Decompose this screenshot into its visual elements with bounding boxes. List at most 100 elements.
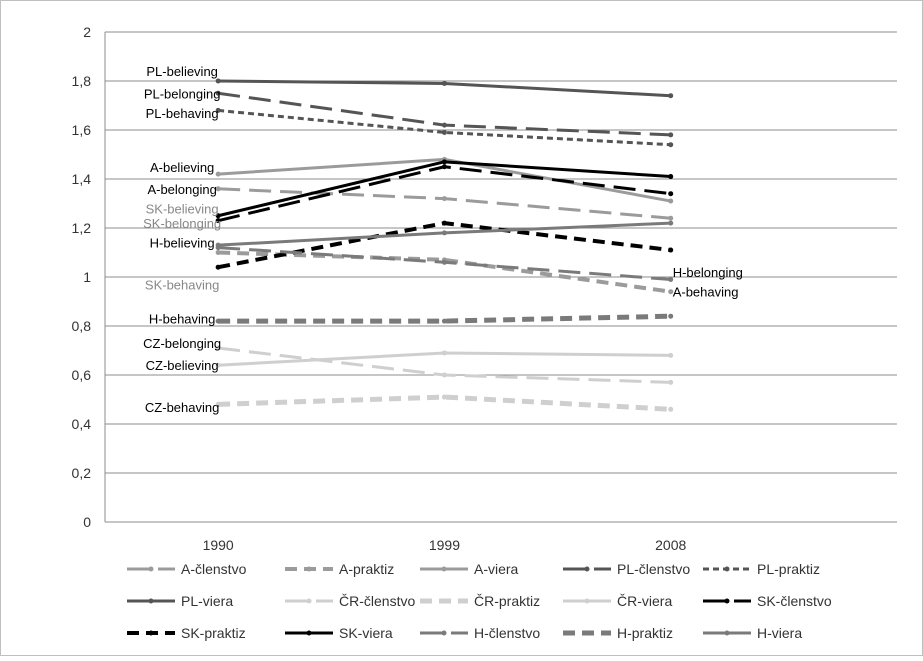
legend-marker (584, 566, 590, 572)
legend-item: ČR-praktiz (420, 593, 540, 609)
annotation-label: A-behaving (673, 285, 739, 300)
y-tick-label: 0,2 (72, 465, 92, 481)
legend-label: PL-praktiz (757, 561, 820, 577)
data-point (215, 264, 221, 270)
annotation-label: A-belonging (147, 182, 216, 197)
series-h-praktiz (215, 313, 674, 324)
data-point (668, 191, 674, 197)
data-point (441, 372, 447, 378)
y-tick-label: 1,2 (72, 220, 92, 236)
series-sk-členstvo (215, 164, 674, 224)
legend-label: PL-členstvo (617, 561, 690, 577)
data-point (215, 250, 221, 255)
annotation-label: CZ-belonging (143, 336, 221, 351)
series-sk-viera (215, 159, 674, 219)
legend-marker (306, 598, 312, 604)
x-tick-label: 1999 (429, 537, 460, 553)
legend-label: SK-praktiz (181, 625, 246, 641)
annotation-label: H-believing (150, 236, 215, 251)
data-point (215, 345, 221, 351)
data-point (441, 80, 447, 86)
legend-marker (724, 598, 730, 604)
legend-label: ČR-viera (617, 593, 672, 609)
data-point (668, 276, 674, 282)
y-tick-label: 0 (83, 514, 91, 530)
legend-item: A-viera (420, 561, 519, 577)
legend-item: H-praktiz (563, 625, 673, 641)
legend-marker (584, 598, 590, 604)
y-tick-label: 0,8 (72, 318, 92, 334)
series-čr-praktiz (215, 394, 674, 412)
legend-marker (148, 566, 154, 572)
legend-marker (148, 598, 154, 604)
legend-label: A-členstvo (181, 561, 247, 577)
legend-item: ČR-členstvo (285, 593, 415, 609)
legend-item: SK-viera (285, 625, 393, 641)
data-point (668, 215, 674, 221)
legend-label: SK-viera (339, 625, 393, 641)
data-point (668, 142, 674, 148)
legend-marker (724, 630, 730, 636)
data-point (441, 129, 447, 135)
legend-marker (148, 630, 154, 636)
data-point (441, 318, 447, 324)
data-point (441, 220, 447, 226)
data-point (215, 107, 221, 113)
legend-item: PL-členstvo (563, 561, 690, 577)
annotation-label: CZ-believing (146, 358, 219, 373)
axes: 0 0,2 0,4 0,6 0,8 1 1,2 1,4 1,6 1,8 2 1990 1999 2008 (72, 24, 897, 553)
series-a-členstvo (215, 186, 674, 221)
annotation-label: PL-belonging (144, 86, 221, 101)
annotation-label: PL-believing (146, 64, 218, 79)
series-line (217, 108, 671, 147)
data-point (441, 164, 447, 170)
data-point (668, 289, 674, 295)
data-point (668, 198, 674, 204)
data-point (668, 93, 674, 99)
data-point (215, 78, 221, 84)
data-point (668, 247, 674, 253)
data-point (215, 362, 221, 368)
legend-marker (306, 566, 312, 572)
y-tick-label: 1,4 (72, 171, 92, 187)
data-point (441, 350, 447, 356)
legend-label: H-praktiz (617, 625, 673, 641)
data-point (441, 259, 447, 265)
legend-item: H-členstvo (420, 625, 540, 641)
legend-label: A-praktiz (339, 561, 394, 577)
data-point (215, 218, 221, 224)
data-point (668, 379, 674, 385)
legend-marker (441, 630, 447, 636)
series-čr-viera (215, 350, 674, 368)
legend-label: PL-viera (181, 593, 233, 609)
annotations: PL-believing PL-belonging PL-behaving A-bel… (143, 64, 743, 415)
data-point (441, 159, 447, 165)
legend-label: A-viera (474, 561, 519, 577)
series-pl-viera (215, 78, 674, 99)
x-tick-label: 2008 (655, 537, 686, 553)
legend-marker (306, 630, 312, 636)
y-tick-label: 1,8 (72, 73, 92, 89)
series-pl-praktiz (215, 107, 674, 148)
series-pl-členstvo (215, 90, 674, 138)
legend-item: SK-praktiz (127, 625, 246, 641)
data-point (215, 242, 221, 248)
legend-item: ČR-viera (563, 593, 672, 609)
annotation-label: CZ-behaving (145, 400, 219, 415)
legend-label: ČR-členstvo (339, 593, 415, 609)
series-čr-členstvo (215, 345, 674, 385)
data-point (441, 122, 447, 128)
series-h-členstvo (215, 245, 674, 282)
data-point (215, 401, 221, 407)
data-point (668, 313, 674, 319)
legend-item: PL-viera (127, 593, 233, 609)
data-point (215, 186, 221, 192)
data-point (668, 132, 674, 138)
legend-item: A-členstvo (127, 561, 247, 577)
data-point (668, 174, 674, 180)
y-tick-label: 0,6 (72, 367, 92, 383)
legend-item: A-praktiz (285, 561, 394, 577)
annotation-label: A-believing (150, 160, 214, 175)
series-lines (215, 78, 674, 412)
